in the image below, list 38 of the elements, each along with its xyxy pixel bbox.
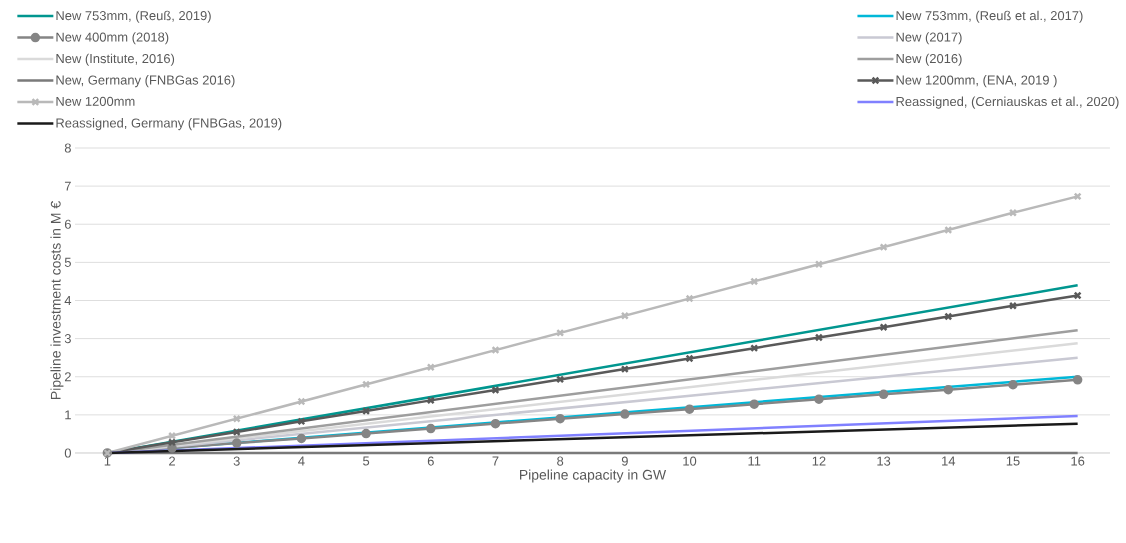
x-tick-label: 3 (233, 456, 240, 466)
x-tick-label: 2 (169, 456, 175, 466)
y-tick-label: 1 (65, 410, 71, 420)
x-tick-label: 6 (427, 456, 434, 466)
x-tick-label: 10 (683, 456, 697, 466)
x-tick-label: 4 (298, 456, 305, 466)
legend-label: Reassigned, Germany (FNBGas, 2019) (56, 118, 282, 131)
y-tick-label: 8 (64, 143, 71, 153)
legend-label: New 400mm (2018) (56, 32, 169, 45)
y-tick-label: 3 (64, 334, 71, 344)
y-tick-label: 5 (64, 257, 71, 267)
y-tick-label: 6 (64, 219, 71, 229)
x-tick-label: 5 (363, 456, 370, 466)
y-tick-label: 2 (64, 372, 71, 382)
y-tick-label: 7 (64, 181, 71, 191)
x-tick-label: 8 (557, 456, 564, 466)
x-tick-label: 14 (942, 456, 956, 466)
x-tick-label: 9 (621, 456, 628, 466)
y-tick-label: 4 (64, 296, 72, 305)
legend-label: Reassigned, (Cerniauskas et al., 2020) (896, 96, 1119, 109)
x-tick-label: 1 (104, 456, 111, 466)
x-tick-label: 15 (1006, 456, 1020, 466)
x-axis-title: Pipeline capacity in GW (520, 469, 667, 483)
legend-label: New 1200mm, (ENA, 2019 ) (896, 75, 1057, 88)
legend-label: New 753mm, (Reuß et al., 2017) (896, 10, 1083, 23)
legend-label: New, Germany (FNBGas 2016) (56, 75, 235, 88)
x-tick-label: 13 (877, 456, 891, 466)
x-tick-label: 12 (812, 456, 826, 466)
legend-label: New (2017) (896, 32, 962, 45)
legend-label: New 1200mm (56, 96, 135, 106)
x-tick-label: 7 (492, 456, 499, 466)
x-tick-label: 11 (748, 456, 761, 466)
legend-label: New (2016) (896, 53, 962, 66)
y-axis-title: Pipeline investment costs in M € (50, 201, 64, 399)
legend-label: New 753mm, (Reuß, 2019) (56, 10, 211, 23)
legend-label: New (Institute, 2016) (56, 53, 175, 66)
x-tick-label: 16 (1071, 456, 1085, 466)
y-tick-label: 0 (64, 448, 71, 458)
